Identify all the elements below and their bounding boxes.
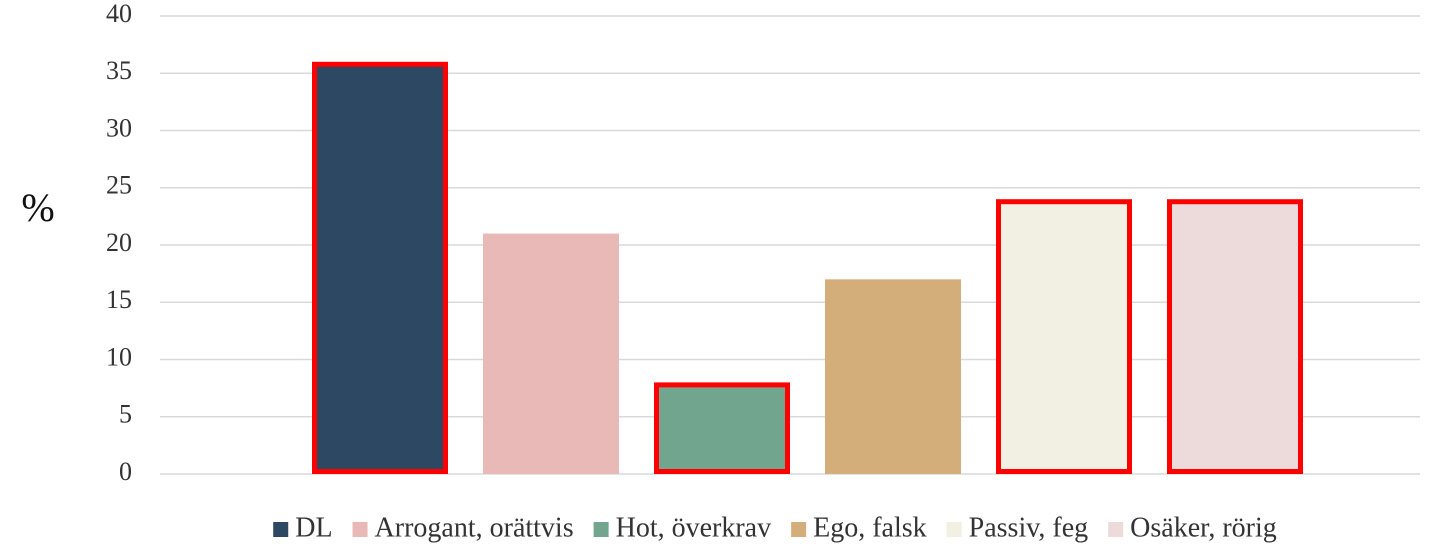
bar (996, 199, 1132, 474)
y-tick-label: 35 (106, 56, 132, 85)
legend-swatch (791, 522, 807, 537)
legend-swatch (593, 522, 609, 537)
y-tick-label: 5 (119, 400, 132, 429)
bar (825, 279, 961, 474)
legend-label: Arrogant, orättvis (375, 512, 574, 543)
legend-swatch (946, 522, 962, 537)
legend-label: DL (295, 512, 332, 543)
bar (483, 233, 619, 474)
bar (312, 61, 448, 475)
legend-label: Passiv, feg (969, 512, 1089, 543)
legend-label: Osäker, rörig (1130, 512, 1277, 543)
legend-swatch (352, 522, 368, 537)
y-tick-label: 0 (119, 457, 132, 486)
bar (654, 382, 790, 474)
y-tick-label: 20 (106, 228, 132, 257)
legend-label: Ego, falsk (813, 512, 927, 543)
y-tick-label: 25 (106, 171, 132, 200)
legend-swatch (1108, 522, 1124, 537)
y-axis-label: % (21, 185, 54, 230)
y-tick-label: 10 (106, 342, 132, 371)
y-tick-label: 15 (106, 285, 132, 314)
legend-swatch (273, 522, 289, 537)
y-tick-label: 30 (106, 113, 132, 142)
y-tick-label: 40 (106, 0, 132, 28)
bar (1167, 199, 1303, 474)
legend-label: Hot, överkrav (616, 512, 772, 543)
